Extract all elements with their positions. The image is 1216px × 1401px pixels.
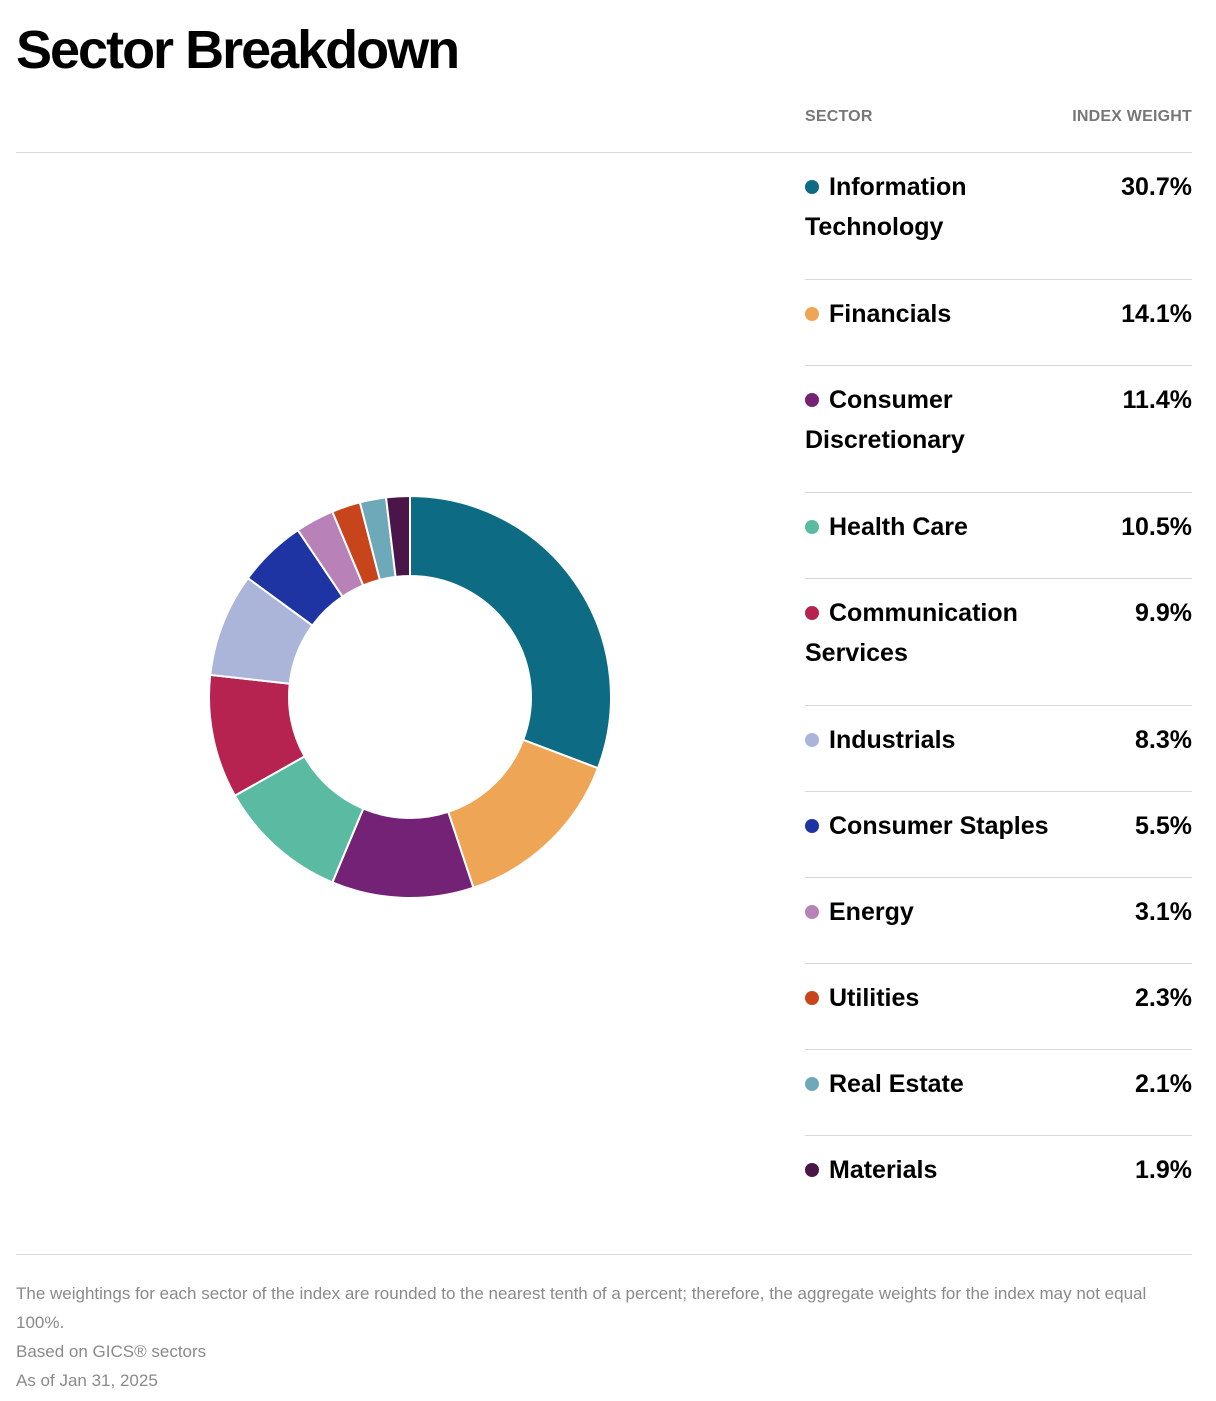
legend-sector-weight: 11.4% bbox=[1122, 386, 1192, 414]
legend-sector-weight: 2.1% bbox=[1135, 1070, 1192, 1098]
legend-sector-name: Information Technology bbox=[805, 173, 967, 241]
footnotes: The weightings for each sector of the in… bbox=[16, 1279, 1192, 1395]
donut-slice[interactable] bbox=[409, 494, 612, 770]
legend-swatch bbox=[805, 1163, 819, 1177]
header-divider bbox=[16, 152, 1192, 153]
page-title: Sector Breakdown bbox=[16, 20, 460, 80]
legend-sector-weight: 2.3% bbox=[1135, 984, 1192, 1012]
legend-sector-name: Materials bbox=[829, 1156, 938, 1184]
legend-sector-weight: 9.9% bbox=[1135, 599, 1192, 627]
sector-donut-chart bbox=[200, 487, 620, 907]
legend-row: Information Technology 30.7% bbox=[805, 153, 1192, 280]
legend-sector-weight: 5.5% bbox=[1135, 812, 1192, 840]
sector-legend: Information Technology 30.7% Financials 14.… bbox=[805, 153, 1192, 1222]
legend-swatch bbox=[805, 1077, 819, 1091]
legend-sector-weight: 1.9% bbox=[1135, 1156, 1192, 1184]
gics-note: Based on GICS® sectors bbox=[16, 1342, 207, 1361]
rounding-note: The weightings for each sector of the in… bbox=[16, 1284, 1147, 1332]
legend-row: Financials 14.1% bbox=[805, 280, 1192, 366]
legend-swatch bbox=[805, 819, 819, 833]
donut-slice[interactable] bbox=[384, 494, 411, 578]
legend-row: Utilities 2.3% bbox=[805, 964, 1192, 1050]
footer-divider bbox=[16, 1254, 1192, 1255]
donut-slice[interactable] bbox=[446, 738, 600, 889]
legend-row: Industrials 8.3% bbox=[805, 706, 1192, 792]
legend-sector-name: Communication Services bbox=[805, 599, 1018, 667]
legend-sector-name: Industrials bbox=[829, 726, 956, 754]
legend-sector-name: Energy bbox=[829, 898, 914, 926]
legend-sector-weight: 30.7% bbox=[1121, 173, 1192, 201]
legend-row: Communication Services 9.9% bbox=[805, 579, 1192, 706]
index-weight-column-header: INDEX WEIGHT bbox=[1072, 108, 1192, 125]
legend-row: Materials 1.9% bbox=[805, 1136, 1192, 1222]
legend-swatch bbox=[805, 307, 819, 321]
legend-sector-name: Utilities bbox=[829, 984, 920, 1012]
legend-row: Real Estate 2.1% bbox=[805, 1050, 1192, 1136]
legend-row: Health Care 10.5% bbox=[805, 493, 1192, 579]
sector-column-header: SECTOR bbox=[805, 108, 873, 125]
legend-sector-weight: 14.1% bbox=[1121, 300, 1192, 328]
donut-svg bbox=[208, 494, 612, 899]
legend-sector-name: Consumer Discretionary bbox=[805, 386, 965, 454]
legend-sector-weight: 3.1% bbox=[1135, 898, 1192, 926]
legend-row: Energy 3.1% bbox=[805, 878, 1192, 964]
legend-sector-weight: 10.5% bbox=[1121, 513, 1192, 541]
legend-swatch bbox=[805, 520, 819, 534]
legend-swatch bbox=[805, 606, 819, 620]
legend-sector-weight: 8.3% bbox=[1135, 726, 1192, 754]
as-of-date: As of Jan 31, 2025 bbox=[16, 1371, 158, 1390]
legend-swatch bbox=[805, 905, 819, 919]
legend-swatch bbox=[805, 180, 819, 194]
legend-swatch bbox=[805, 991, 819, 1005]
legend-sector-name: Real Estate bbox=[829, 1070, 964, 1098]
legend-swatch bbox=[805, 393, 819, 407]
legend-swatch bbox=[805, 733, 819, 747]
legend-row: Consumer Discretionary 11.4% bbox=[805, 366, 1192, 493]
legend-sector-name: Consumer Staples bbox=[829, 812, 1049, 840]
legend-sector-name: Health Care bbox=[829, 513, 968, 541]
legend-sector-name: Financials bbox=[829, 300, 952, 328]
legend-row: Consumer Staples 5.5% bbox=[805, 792, 1192, 878]
